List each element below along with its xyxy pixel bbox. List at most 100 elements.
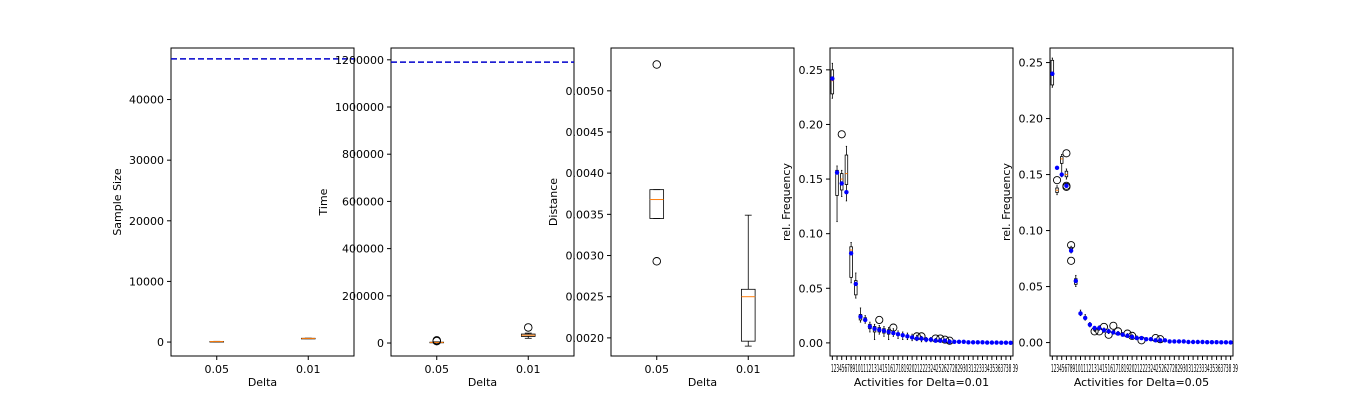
mean-point <box>1148 337 1154 342</box>
y-tick-label: 0.20 <box>799 118 824 131</box>
y-tick-label: 0.10 <box>799 228 824 241</box>
box-iqr <box>854 280 858 296</box>
mean-point <box>1223 340 1229 345</box>
y-tick-label: 10000 <box>129 275 164 288</box>
outlier-point <box>837 130 846 139</box>
mean-point <box>1129 334 1135 340</box>
y-tick-label: 0.0030 <box>566 250 605 263</box>
mean-point <box>1162 338 1168 343</box>
mean-point <box>1167 339 1172 344</box>
mean-point <box>886 329 891 335</box>
mean-point <box>853 281 859 287</box>
mean-markers <box>830 76 1013 345</box>
y-tick-label: 0.20 <box>1019 113 1044 126</box>
mean-point <box>1153 338 1158 343</box>
box-iqr <box>1060 156 1064 164</box>
mean-point <box>1078 311 1083 316</box>
mean-point <box>1120 332 1125 337</box>
mean-point <box>970 340 976 345</box>
x-axis-label: Delta <box>688 376 717 389</box>
mean-point <box>914 336 920 341</box>
box-4 <box>1062 149 1071 191</box>
plot-frame <box>1049 47 1234 357</box>
plot-frame <box>829 47 1014 357</box>
y-tick-label: 1200000 <box>335 54 384 67</box>
mean-point <box>844 189 849 195</box>
chart-panel-4: 0.00 0.05 0.10 0.15 0.20 0.25 1234567891011121… <box>780 47 1018 389</box>
mean-point <box>984 340 990 345</box>
y-tick-label: 0.0025 <box>566 291 605 304</box>
x-tick-labels: 1234567891011121314151617181920212223242… <box>831 362 1018 375</box>
mean-point <box>1209 340 1215 345</box>
mean-point <box>881 328 887 334</box>
mean-point <box>961 339 966 345</box>
x-axis-label: Activities for Delta=0.01 <box>854 376 989 389</box>
mean-point <box>1106 329 1111 334</box>
y-tick-label: 800000 <box>342 148 384 161</box>
mean-point <box>923 337 929 342</box>
box-0.01 <box>740 214 756 347</box>
mean-point <box>858 314 863 319</box>
y-tick-label: 0.0040 <box>566 167 605 180</box>
y-axis-label: Time <box>317 188 330 216</box>
mean-point <box>1190 339 1196 345</box>
mean-point <box>1064 183 1069 188</box>
x-tick-label: 0.01 <box>296 363 321 376</box>
box-iqr <box>1064 170 1069 178</box>
mean-point <box>1087 322 1093 327</box>
mean-point <box>1111 330 1116 335</box>
y-tick-label: 30000 <box>129 154 164 167</box>
mean-point <box>980 340 985 345</box>
mean-point <box>1214 340 1219 345</box>
y-tick-label: 0.15 <box>799 173 824 186</box>
box-1 <box>830 62 835 99</box>
x-axis-label: Delta <box>468 376 497 389</box>
y-tick-label: 0 <box>377 337 384 350</box>
mean-point <box>891 330 896 336</box>
mean-point <box>999 340 1004 345</box>
outlier-point <box>652 257 662 266</box>
mean-point <box>839 181 844 186</box>
mean-point <box>938 338 943 343</box>
y-tick-label: 0 <box>157 336 164 349</box>
y-axis-label: Sample Size <box>111 168 124 236</box>
mean-point <box>1228 340 1233 345</box>
y-tick-label: 0.05 <box>799 282 824 295</box>
box-iqr <box>830 69 835 95</box>
y-axis-label: Distance <box>547 178 560 226</box>
y-tick-label: 0.10 <box>1019 225 1044 238</box>
mean-point <box>1054 165 1060 171</box>
x-tick-labels: 1234567891011121314151617181920212223242… <box>1051 362 1238 375</box>
mean-point <box>1195 339 1201 345</box>
y-axis-label: rel. Frequency <box>1000 163 1013 241</box>
y-tick-label: 0.00 <box>799 337 824 350</box>
x-axis-label: Activities for Delta=0.05 <box>1074 376 1209 389</box>
box-5 <box>1067 241 1076 265</box>
y-tick-label: 0.25 <box>1019 57 1044 70</box>
outlier-point <box>652 60 662 69</box>
x-axis-label: Delta <box>248 376 277 389</box>
y-tick-label: 40000 <box>129 94 164 107</box>
outlier-point <box>1067 256 1076 265</box>
mean-markers <box>1050 71 1233 345</box>
mean-point <box>1059 172 1064 177</box>
x-tick-label: 0.05 <box>645 363 670 376</box>
mean-point <box>1050 71 1055 76</box>
y-tick-label: 0.05 <box>1019 281 1044 294</box>
mean-point <box>867 324 873 329</box>
mean-point <box>1204 340 1210 345</box>
mean-point <box>1134 335 1140 341</box>
plot-frame <box>170 47 355 357</box>
mean-point <box>989 340 995 345</box>
mean-point <box>830 76 835 81</box>
y-tick-label: 0.25 <box>799 64 824 77</box>
mean-point <box>1172 339 1177 344</box>
y-tick-label: 20000 <box>129 215 164 228</box>
mean-point <box>909 335 915 340</box>
mean-point <box>862 317 868 323</box>
mean-point <box>975 340 981 345</box>
box-0.01 <box>300 337 316 340</box>
x-tick-label: 0.01 <box>736 363 761 376</box>
mean-point <box>1139 335 1144 341</box>
outlier-point <box>1062 182 1071 191</box>
